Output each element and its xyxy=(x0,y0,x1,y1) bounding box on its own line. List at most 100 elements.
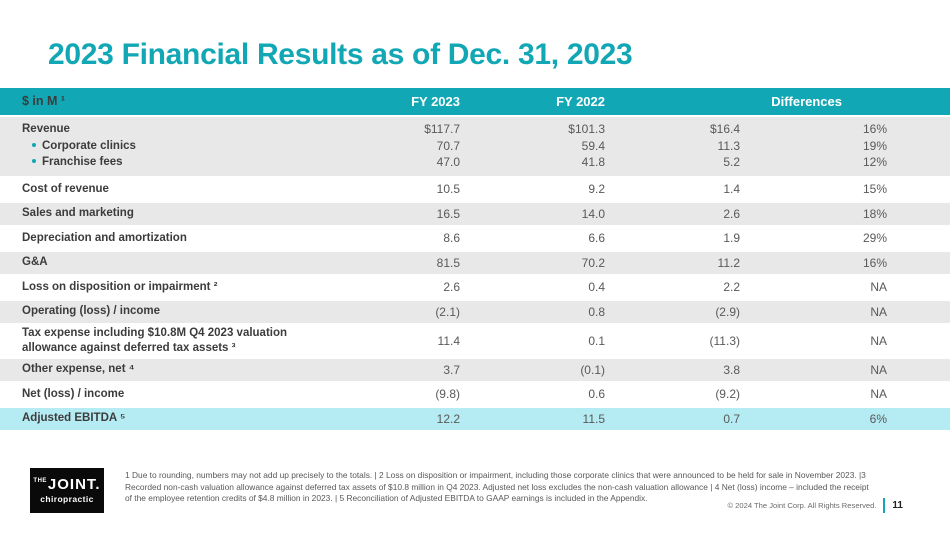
row-label: Operating (loss) / income xyxy=(22,305,161,318)
row-label: Revenue xyxy=(0,122,332,136)
cell-fy2022: 0.1 xyxy=(588,333,605,348)
cell-diff: 2.2 xyxy=(723,280,740,294)
table-row: Depreciation and amortization 8.6 6.6 1.9 29… xyxy=(0,227,950,249)
page-number: 11 xyxy=(892,500,903,511)
row-label: Tax expense including $10.8M Q4 2023 val… xyxy=(22,327,288,354)
logo-the-text: THE xyxy=(33,478,47,484)
row-label-text: Revenue xyxy=(22,123,70,136)
row-label: Corporate clinics xyxy=(0,139,332,153)
cell-pct: 15% xyxy=(862,182,887,196)
table-row: G&A 81.5 70.2 11.2 16% xyxy=(0,251,950,274)
row-label: Net (loss) / income xyxy=(22,387,125,400)
cell-diff: 11.3 xyxy=(717,138,740,153)
table-row: Tax expense including $10.8M Q4 2023 val… xyxy=(0,325,950,356)
cell-diff: 5.2 xyxy=(723,155,740,170)
row-label-text: Corporate clinics xyxy=(42,139,136,152)
cell-diff: 3.8 xyxy=(723,362,740,377)
cell-fy2023: 11.4 xyxy=(437,333,460,348)
column-header-units: $ in M ¹ xyxy=(22,93,66,108)
table-row: Corporate clinics 70.7 59.4 11.3 19% xyxy=(0,138,950,155)
table-row: Sales and marketing 16.5 14.0 2.6 18% xyxy=(0,202,950,225)
cell-pct: NA xyxy=(870,280,887,294)
cell-diff: 2.6 xyxy=(723,206,740,221)
logo-joint-text: JOINT. xyxy=(47,476,101,493)
cell-pct: NA xyxy=(870,333,887,348)
table-row: Adjusted EBITDA ⁵ 12.2 11.5 0.7 6% xyxy=(0,407,950,430)
cell-fy2022: 70.2 xyxy=(581,255,605,270)
bullet-icon xyxy=(32,142,36,147)
cell-fy2023: 47.0 xyxy=(436,155,460,170)
cell-pct: 29% xyxy=(862,231,887,245)
table-row: Revenue $117.7 $101.3 $16.4 16% xyxy=(0,121,950,138)
cell-fy2023: 70.7 xyxy=(436,138,460,153)
cell-diff: $16.4 xyxy=(709,122,740,137)
cell-fy2023: 10.5 xyxy=(436,182,460,196)
row-label: Adjusted EBITDA ⁵ xyxy=(22,412,126,425)
cell-fy2022: 59.4 xyxy=(581,138,605,153)
logo-wordmark: THEJOINT. xyxy=(30,476,104,494)
bullet-icon xyxy=(32,159,36,164)
cell-fy2023: (9.8) xyxy=(435,387,460,401)
cell-fy2023: 12.2 xyxy=(436,411,460,426)
cell-diff: (11.3) xyxy=(709,333,740,348)
cell-diff: 0.7 xyxy=(723,411,740,426)
table-row: Other expense, net ⁴ 3.7 (0.1) 3.8 NA xyxy=(0,358,950,381)
row-label: Sales and marketing xyxy=(22,207,134,220)
cell-pct: NA xyxy=(870,362,887,377)
cell-pct: 16% xyxy=(862,255,887,270)
cell-pct: 16% xyxy=(862,122,887,137)
logo-chiropractic-text: chiropractic xyxy=(40,494,94,504)
cell-fy2022: 6.6 xyxy=(588,231,605,245)
cell-fy2022: 41.8 xyxy=(581,155,605,170)
financial-results-table: $ in M ¹ FY 2023 FY 2022 Differences Rev… xyxy=(0,88,950,432)
row-label: Depreciation and amortization xyxy=(22,231,187,244)
cell-fy2022: 11.5 xyxy=(582,411,605,426)
row-label-text: Franchise fees xyxy=(42,156,123,169)
cell-fy2022: $101.3 xyxy=(568,122,605,137)
row-label: Other expense, net ⁴ xyxy=(22,363,135,376)
table-row: Operating (loss) / income (2.1) 0.8 (2.9) NA xyxy=(0,300,950,323)
cell-pct: 6% xyxy=(869,411,887,426)
cell-fy2023: 8.6 xyxy=(443,231,460,245)
cell-fy2023: $117.7 xyxy=(424,122,460,137)
table-row: Net (loss) / income (9.8) 0.6 (9.2) NA xyxy=(0,383,950,405)
cell-fy2023: 81.5 xyxy=(436,255,460,270)
column-header-fy2022: FY 2022 xyxy=(556,94,605,109)
cell-pct: 19% xyxy=(862,138,887,153)
footer-right: © 2024 The Joint Corp. All Rights Reserv… xyxy=(727,498,903,513)
column-header-fy2023: FY 2023 xyxy=(411,94,460,109)
cell-fy2022: 14.0 xyxy=(581,206,605,221)
row-label: G&A xyxy=(22,256,48,269)
cell-pct: NA xyxy=(870,387,887,401)
cell-fy2022: 9.2 xyxy=(588,182,605,196)
cell-fy2023: (2.1) xyxy=(435,304,460,319)
row-label: Loss on disposition or impairment ² xyxy=(22,280,218,293)
cell-diff: 11.2 xyxy=(717,255,740,270)
cell-fy2022: 0.6 xyxy=(588,387,605,401)
table-body: Revenue $117.7 $101.3 $16.4 16% Corporate cli… xyxy=(0,117,950,430)
copyright-text: © 2024 The Joint Corp. All Rights Reserv… xyxy=(727,501,877,510)
table-row: Franchise fees 47.0 41.8 5.2 12% xyxy=(0,154,950,171)
cell-diff: (9.2) xyxy=(715,387,740,401)
table-row: Cost of revenue 10.5 9.2 1.4 15% xyxy=(0,178,950,200)
table-row: Loss on disposition or impairment ² 2.6 0.… xyxy=(0,276,950,298)
cell-fy2022: 0.8 xyxy=(588,304,605,319)
cell-pct: 18% xyxy=(862,206,887,221)
cell-fy2023: 3.7 xyxy=(443,362,460,377)
cell-pct: 12% xyxy=(862,155,887,170)
cell-diff: 1.9 xyxy=(723,231,740,245)
row-label: Franchise fees xyxy=(0,155,332,169)
cell-fy2022: (0.1) xyxy=(580,362,605,377)
cell-diff: 1.4 xyxy=(723,182,740,196)
cell-fy2023: 16.5 xyxy=(436,206,460,221)
cell-fy2022: 0.4 xyxy=(588,280,605,294)
cell-pct: NA xyxy=(870,304,887,319)
cell-fy2023: 2.6 xyxy=(443,280,460,294)
row-label: Cost of revenue xyxy=(22,182,109,195)
the-joint-chiropractic-logo: THEJOINT. chiropractic xyxy=(30,468,104,513)
page-number-divider xyxy=(883,498,886,513)
cell-diff: (2.9) xyxy=(715,304,740,319)
table-header-row: $ in M ¹ FY 2023 FY 2022 Differences xyxy=(0,88,950,115)
column-header-differences: Differences xyxy=(771,94,842,109)
